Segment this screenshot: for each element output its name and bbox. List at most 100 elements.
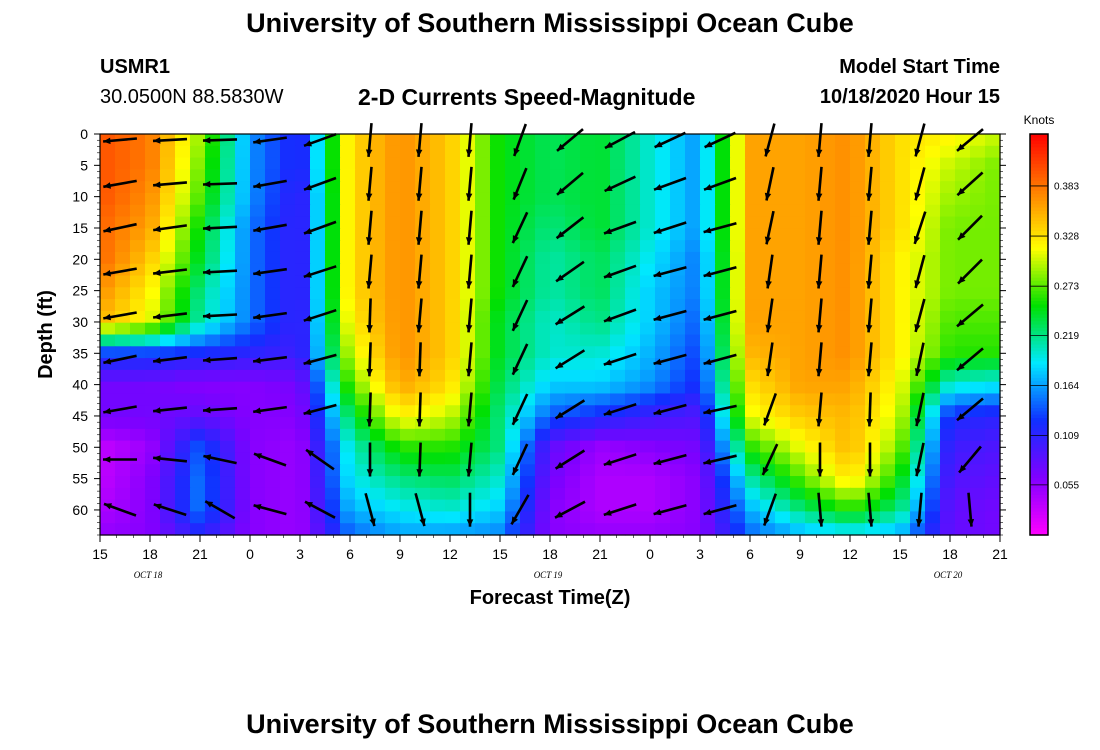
heatmap-cell: [940, 204, 956, 218]
heatmap-cell: [550, 393, 566, 406]
heatmap-cell: [370, 251, 386, 265]
heatmap-cell: [460, 169, 476, 182]
heatmap-cell: [595, 523, 611, 536]
heatmap-cell: [325, 181, 341, 194]
heatmap-cell: [565, 204, 581, 218]
heatmap-cell: [895, 145, 911, 159]
heatmap-cell: [310, 499, 326, 513]
heatmap-cell: [445, 499, 461, 513]
heatmap-cell: [430, 417, 446, 430]
velocity-arrow: [415, 298, 423, 333]
heatmap-cell: [340, 452, 356, 465]
velocity-arrow-head: [253, 407, 261, 414]
heatmap-cell: [730, 393, 746, 406]
heatmap-cell: [805, 263, 821, 277]
velocity-arrow: [511, 299, 529, 332]
heatmap-cell: [685, 263, 701, 277]
velocity-arrow: [914, 442, 925, 477]
heatmap-cell: [370, 134, 386, 147]
heatmap-cell: [685, 181, 701, 194]
heatmap-cell: [145, 487, 161, 501]
heatmap-cell: [445, 440, 461, 454]
heatmap-cell: [145, 145, 161, 159]
heatmap-cell: [985, 476, 1001, 489]
heatmap-cell: [160, 240, 176, 253]
heatmap-cell: [805, 169, 821, 182]
heatmap-cell: [115, 358, 131, 371]
heatmap-cell: [955, 511, 971, 524]
heatmap-cell: [490, 169, 506, 182]
colorbar-swatch: [1030, 484, 1048, 489]
heatmap-cell: [565, 240, 581, 253]
heatmap-cell: [460, 393, 476, 406]
velocity-arrow: [913, 211, 927, 245]
heatmap-cell: [445, 228, 461, 241]
velocity-arrow-head: [104, 503, 112, 510]
heatmap-cell: [580, 346, 596, 359]
heatmap-cell: [895, 369, 911, 383]
heatmap-cell: [760, 346, 776, 359]
heatmap-cell: [550, 204, 566, 218]
heatmap-cell: [340, 499, 356, 513]
velocity-arrow: [465, 392, 473, 427]
velocity-arrow: [303, 265, 337, 279]
heatmap-cell: [580, 169, 596, 182]
heatmap-cell: [385, 405, 401, 418]
heatmap-cell: [895, 523, 911, 536]
heatmap-cell: [775, 369, 791, 383]
heatmap-cell: [145, 523, 161, 536]
heatmap-cell: [595, 299, 611, 312]
heatmap-cell: [100, 287, 116, 300]
heatmap-cell: [310, 287, 326, 300]
heatmap-cell: [640, 228, 656, 241]
heatmap-cell: [100, 157, 116, 170]
heatmap-cell: [235, 216, 251, 229]
heatmap-cell: [205, 204, 221, 218]
heatmap-cell: [250, 192, 266, 206]
heatmap-cell: [580, 322, 596, 336]
heatmap-cell: [970, 381, 986, 395]
heatmap-cell: [985, 440, 1001, 454]
heatmap-cell: [130, 428, 146, 442]
heatmap-cell: [430, 381, 446, 395]
heatmap-cell: [940, 287, 956, 300]
heatmap-cell: [790, 452, 806, 465]
heatmap-cell: [985, 181, 1001, 194]
heatmap-cell: [445, 511, 461, 524]
heatmap-cell: [370, 417, 386, 430]
heatmap-cell: [295, 523, 311, 536]
heatmap-cell: [100, 204, 116, 218]
heatmap-cell: [640, 216, 656, 229]
heatmap-cell: [235, 428, 251, 442]
heatmap-cell: [775, 440, 791, 454]
heatmap-cell: [490, 358, 506, 371]
heatmap-cell: [595, 417, 611, 430]
colorbar-swatch: [1030, 294, 1048, 299]
velocity-arrow: [764, 210, 775, 245]
heatmap-cell: [745, 134, 761, 147]
heatmap-cell: [445, 157, 461, 170]
heatmap-cell: [730, 440, 746, 454]
heatmap-cell: [175, 275, 191, 288]
colorbar-swatch: [1030, 230, 1048, 235]
velocity-arrow-head: [816, 469, 824, 477]
heatmap-cell: [100, 476, 116, 489]
heatmap-cell: [580, 369, 596, 383]
heatmap-cell: [925, 145, 941, 159]
colorbar-swatch: [1030, 431, 1048, 436]
velocity-arrow: [654, 131, 686, 149]
colorbar-swatch: [1030, 207, 1048, 212]
velocity-arrow-head: [765, 280, 772, 289]
heatmap-cell: [400, 334, 416, 347]
heatmap-cell: [610, 476, 626, 489]
heatmap-cell: [310, 440, 326, 454]
heatmap-cell: [265, 240, 281, 253]
heatmap-cell: [370, 381, 386, 395]
velocity-arrow-head: [153, 137, 161, 144]
heatmap-cell: [130, 134, 146, 147]
heatmap-cell: [820, 145, 836, 159]
heatmap-cell: [955, 310, 971, 324]
heatmap-cell: [205, 428, 221, 442]
velocity-arrow: [365, 166, 373, 201]
heatmap-cell: [535, 464, 551, 477]
